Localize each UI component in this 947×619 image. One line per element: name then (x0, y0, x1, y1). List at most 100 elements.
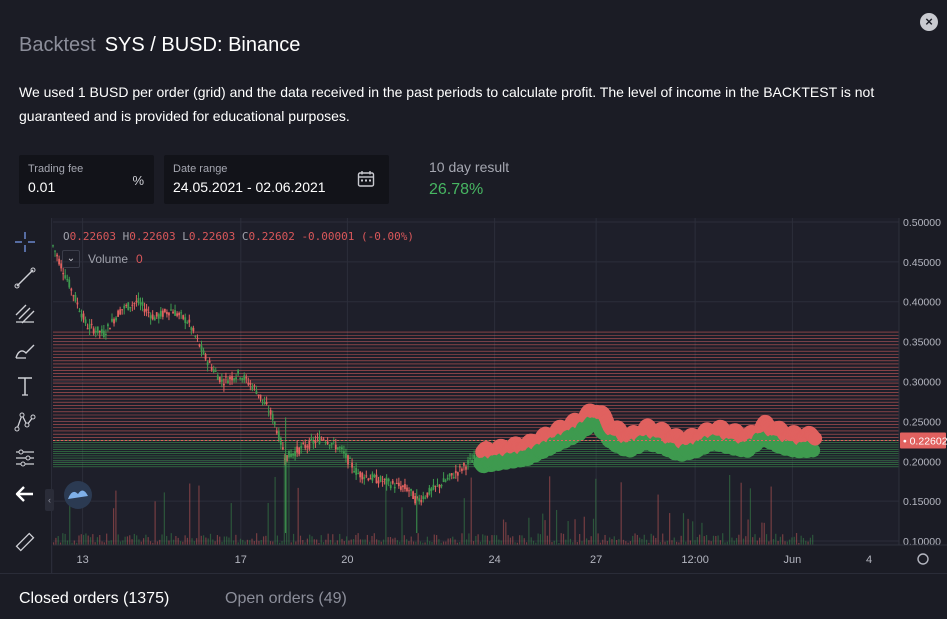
volume-bar (717, 535, 719, 545)
candle-body (259, 394, 262, 399)
candle-body (265, 402, 268, 405)
volume-bar (92, 534, 94, 545)
text-tool-icon[interactable] (11, 372, 39, 400)
volume-bar (196, 538, 198, 545)
volume-bar (546, 535, 548, 545)
brush-icon[interactable] (11, 336, 39, 364)
candle-body (123, 305, 126, 309)
volume-bar (244, 541, 246, 545)
volume-bar (544, 520, 546, 545)
trading-fee-value[interactable]: 0.01 (28, 179, 56, 195)
measure-icon[interactable] (11, 444, 39, 472)
volume-bar (401, 507, 403, 545)
volume-bar (235, 534, 237, 545)
volume-bar (202, 535, 205, 545)
volume-bar (694, 540, 696, 545)
calendar-icon[interactable] (357, 170, 375, 193)
chevron-down-icon[interactable]: ⌄ (62, 250, 80, 268)
tab-closed-orders[interactable]: Closed orders (1375) (19, 590, 170, 607)
volume-bar (530, 537, 532, 545)
volume-bar (613, 536, 615, 545)
candle-body (163, 309, 166, 313)
volume-bar (452, 536, 454, 545)
volume-bar (558, 542, 560, 545)
x-tick-label: Jun (784, 554, 802, 566)
volume-bar (138, 539, 140, 545)
tab-open-orders[interactable]: Open orders (49) (225, 590, 347, 607)
toolbar-collapse-tab[interactable]: ‹ (45, 489, 54, 511)
candle-body (347, 455, 349, 465)
candle-body (76, 302, 79, 305)
volume-bar (431, 541, 433, 545)
volume-bar (242, 539, 244, 545)
close-value: 0.22602 (248, 230, 295, 243)
volume-bar (599, 542, 602, 545)
crosshair-icon[interactable] (11, 228, 39, 256)
volume-bar (108, 540, 110, 545)
candle-body (456, 472, 459, 476)
date-range-value[interactable]: 24.05.2021 - 02.06.2021 (173, 179, 326, 195)
settings-gear-icon[interactable] (917, 553, 929, 565)
candle-body (408, 490, 410, 492)
candle-body (340, 447, 343, 450)
candle-body (180, 312, 183, 314)
volume-bar (380, 541, 382, 545)
volume-bar (239, 538, 242, 545)
high-value: 0.22603 (129, 230, 176, 243)
trading-fee-field[interactable]: Trading fee 0.01 % (19, 155, 154, 204)
fib-channel-icon[interactable] (11, 300, 39, 328)
candle-body (208, 360, 211, 363)
ohlc-legend: O0.22603 H0.22603 L0.22603 C0.22602 -0.0… (63, 230, 414, 243)
back-arrow-icon[interactable] (11, 480, 39, 508)
candle-body (220, 379, 223, 382)
trend-line-icon[interactable] (11, 264, 39, 292)
x-tick-label: 27 (590, 554, 602, 566)
price-chart[interactable]: 0.50000 0.45000 0.40000 0.35000 0.30000 0.250… (0, 217, 947, 573)
date-range-field[interactable]: Date range 24.05.2021 - 02.06.2021 (164, 155, 389, 204)
volume-bar (609, 537, 611, 545)
volume-bar (645, 539, 648, 545)
candle-body (473, 454, 476, 460)
volume-bar (329, 539, 332, 545)
candle-body (127, 302, 130, 311)
candle-body (178, 312, 181, 316)
candle-body (206, 362, 209, 366)
candle-body (286, 455, 288, 462)
candle-body (182, 315, 185, 319)
volume-bar (666, 540, 668, 545)
candle-body (448, 473, 451, 477)
volume-bar (733, 540, 735, 545)
volume-bar (795, 533, 798, 545)
x-tick-label: 20 (341, 554, 353, 566)
volume-bar (516, 542, 518, 545)
pattern-icon[interactable] (11, 408, 39, 436)
candle-body (410, 488, 412, 491)
volume-bar (699, 534, 701, 545)
volume-bar (96, 537, 99, 545)
candle-body (304, 444, 307, 449)
close-icon[interactable]: × (920, 13, 938, 31)
candle-body (72, 295, 75, 297)
drawing-toolbar (0, 218, 52, 573)
candle-body (257, 394, 260, 396)
volume-bar (119, 541, 122, 545)
volume-bar (509, 537, 512, 545)
candle-body (428, 487, 431, 495)
ruler-icon[interactable] (11, 528, 39, 556)
candle-body (438, 484, 441, 488)
candle-body (149, 315, 152, 319)
volume-bar (539, 534, 542, 545)
candle-body (125, 305, 128, 307)
candle-body (172, 311, 174, 314)
volume-bar (62, 533, 64, 545)
candle-body (271, 414, 274, 421)
volume-bar (272, 541, 274, 545)
volume-bar (445, 541, 447, 545)
y-axis-panel (899, 218, 947, 545)
low-value: 0.22603 (188, 230, 236, 243)
chart-area[interactable]: 0.50000 0.45000 0.40000 0.35000 0.30000 0.250… (0, 217, 947, 573)
candle-body (251, 386, 254, 390)
y-tick-label: 0.45000 (903, 257, 941, 269)
candle-body (281, 447, 284, 450)
volume-bar (283, 455, 285, 545)
